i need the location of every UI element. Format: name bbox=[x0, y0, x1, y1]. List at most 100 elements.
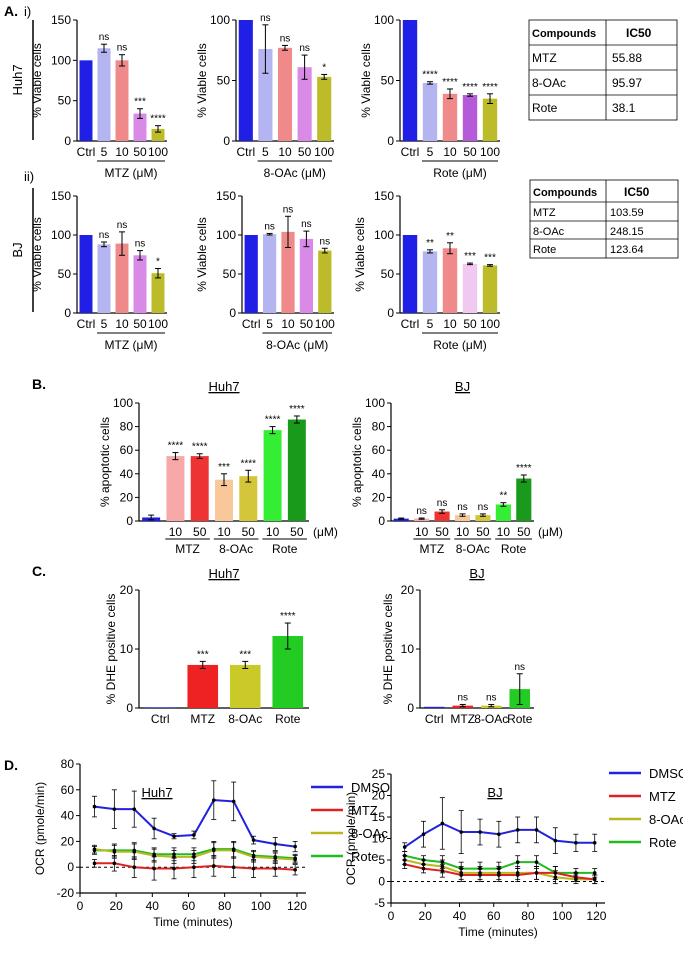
x-tick-label: 0 bbox=[77, 899, 84, 913]
x-tick-label: 100 bbox=[148, 145, 168, 159]
bar bbox=[287, 419, 306, 521]
significance-label: **** bbox=[516, 463, 532, 474]
bar bbox=[516, 478, 532, 521]
significance-label: **** bbox=[192, 442, 208, 453]
bar bbox=[422, 251, 438, 313]
y-tick-label: 10 bbox=[401, 642, 415, 656]
y-tick-label: 20 bbox=[401, 583, 415, 597]
panel-label-a: A. bbox=[4, 3, 18, 19]
y-tick-label: 10 bbox=[372, 832, 386, 846]
x-tick-label: 5 bbox=[427, 145, 434, 159]
significance-label: ns bbox=[117, 43, 128, 54]
x-tick-label: 5 bbox=[266, 317, 273, 331]
x-tick-label: 10 bbox=[443, 317, 457, 331]
bar bbox=[115, 60, 129, 142]
data-point bbox=[231, 865, 236, 869]
y-axis-label: % Viable cells bbox=[30, 43, 44, 117]
data-point bbox=[293, 867, 297, 872]
y-tick-label: 80 bbox=[372, 420, 386, 434]
x-tick-label: Ctrl bbox=[151, 712, 170, 726]
significance-label: *** bbox=[197, 649, 209, 660]
x-tick-label: 10 bbox=[217, 525, 231, 539]
x-tick-label: 100 bbox=[480, 317, 500, 331]
x-tick-label: Ctrl bbox=[401, 317, 420, 331]
y-axis-label: % Viable cells bbox=[195, 217, 209, 291]
chart-b_huh7: 0 20 40 60 80 100% apoptotic cells **** 10 **** 5… bbox=[98, 379, 338, 556]
ic50-row-value: 55.88 bbox=[612, 51, 642, 65]
group-label: Rote bbox=[501, 542, 527, 556]
significance-label: ns bbox=[437, 498, 448, 509]
x-tick-label: 10 bbox=[278, 145, 292, 159]
x-tick-label: 0 bbox=[388, 909, 395, 923]
bar bbox=[133, 113, 147, 141]
data-point bbox=[293, 857, 297, 862]
x-tick-label: Ctrl bbox=[236, 145, 255, 159]
data-point bbox=[211, 848, 216, 853]
y-tick-label: 150 bbox=[216, 189, 236, 203]
y-tick-label: 0 bbox=[64, 134, 71, 148]
x-tick-label: MTZ bbox=[190, 712, 215, 726]
y-tick-label: 0 bbox=[407, 701, 414, 715]
x-tick-label: Ctrl bbox=[77, 145, 96, 159]
legend-label: 8-OAc bbox=[649, 812, 683, 827]
y-tick-label: 0 bbox=[378, 875, 385, 889]
bar bbox=[434, 511, 450, 521]
legend-label: MTZ bbox=[351, 803, 378, 818]
data-point bbox=[574, 875, 578, 879]
significance-label: ** bbox=[499, 491, 507, 502]
significance-label: **** bbox=[442, 77, 458, 88]
significance-label: ns bbox=[99, 32, 110, 43]
data-point bbox=[459, 873, 463, 877]
bar bbox=[281, 231, 295, 313]
ic50-row-value: 103.59 bbox=[610, 207, 644, 219]
y-tick-label: 60 bbox=[120, 443, 134, 457]
x-tick-label: 100 bbox=[251, 899, 271, 913]
significance-label: ns bbox=[283, 204, 294, 215]
y-tick-label: 40 bbox=[120, 467, 134, 481]
significance-label: **** bbox=[280, 611, 296, 622]
bar bbox=[482, 98, 498, 141]
legend-label: MTZ bbox=[649, 789, 676, 804]
x-tick-label: 10 bbox=[497, 525, 511, 539]
bar bbox=[462, 95, 478, 141]
y-tick-label: 15 bbox=[372, 810, 386, 824]
x-tick-label: 100 bbox=[314, 145, 334, 159]
data-point bbox=[440, 821, 445, 826]
bar bbox=[133, 255, 147, 313]
x-tick-label: 40 bbox=[146, 899, 160, 913]
y-tick-label: 10 bbox=[120, 642, 134, 656]
significance-label: **** bbox=[482, 82, 498, 93]
x-tick-label: 50 bbox=[133, 317, 147, 331]
data-point bbox=[112, 807, 117, 811]
y-tick-label: 80 bbox=[120, 420, 134, 434]
x-tick-label: 60 bbox=[182, 899, 196, 913]
significance-label: **** bbox=[289, 404, 305, 415]
data-point bbox=[92, 804, 97, 809]
bar bbox=[475, 515, 491, 521]
y-tick-label: 100 bbox=[113, 396, 133, 410]
significance-label: *** bbox=[218, 462, 230, 473]
x-tick-label: 50 bbox=[193, 525, 207, 539]
x-tick-label: 8-OAc bbox=[474, 712, 508, 726]
significance-label: ns bbox=[135, 239, 146, 250]
x-axis-label: Time (minutes) bbox=[153, 915, 233, 929]
y-axis-label: OCR (pmole/min) bbox=[344, 792, 358, 885]
bar bbox=[97, 244, 111, 313]
x-tick-label: 120 bbox=[287, 899, 307, 913]
significance-label: ns bbox=[299, 43, 310, 54]
significance-label: **** bbox=[462, 82, 478, 93]
x-tick-label: 100 bbox=[148, 317, 168, 331]
ic50-row-value: 248.15 bbox=[610, 226, 644, 238]
chart-title: BJ bbox=[469, 566, 484, 581]
data-point bbox=[553, 871, 558, 875]
y-tick-label: 40 bbox=[61, 809, 75, 823]
chart-title: Huh7 bbox=[208, 566, 239, 581]
significance-label: *** bbox=[484, 253, 496, 264]
y-tick-label: 100 bbox=[51, 228, 71, 242]
panel-label-a-ii: ii) bbox=[24, 169, 34, 184]
significance-label: *** bbox=[134, 97, 146, 108]
